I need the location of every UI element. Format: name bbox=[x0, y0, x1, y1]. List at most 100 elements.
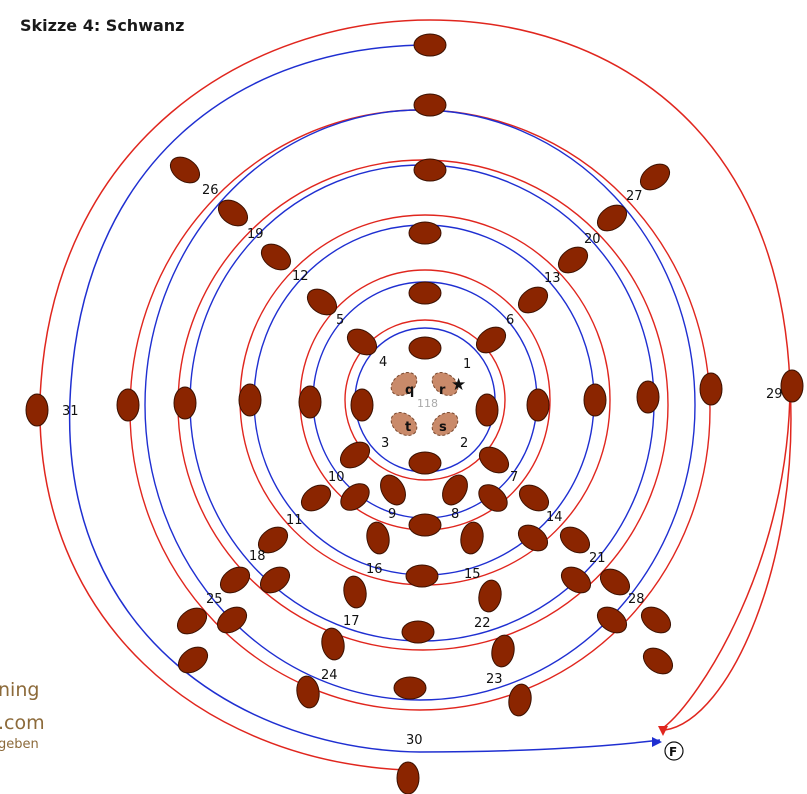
bead bbox=[25, 393, 49, 427]
bead bbox=[517, 524, 549, 552]
bead bbox=[300, 484, 332, 512]
bead-label-16: 16 bbox=[366, 562, 383, 577]
bead bbox=[350, 388, 374, 422]
center-label-q: q bbox=[405, 383, 414, 398]
center-label-t: t bbox=[405, 420, 411, 435]
bead-label-29: 29 bbox=[766, 387, 783, 402]
bead bbox=[478, 579, 502, 613]
bead bbox=[640, 606, 672, 634]
center-bead bbox=[390, 372, 418, 396]
bead bbox=[260, 243, 292, 271]
bead bbox=[238, 383, 262, 417]
diagram-title: Skizze 4: Schwanz bbox=[20, 16, 184, 35]
bead bbox=[636, 380, 660, 414]
bead bbox=[599, 568, 631, 596]
bead bbox=[321, 627, 345, 661]
bead bbox=[380, 474, 406, 506]
bead bbox=[583, 383, 607, 417]
red-thread-ring-1 bbox=[344, 319, 506, 481]
bead-label-24: 24 bbox=[321, 668, 338, 683]
bead-label-26: 26 bbox=[202, 183, 219, 198]
center-bead bbox=[431, 372, 459, 396]
start-star-icon: ★ bbox=[451, 375, 466, 395]
bead bbox=[408, 336, 442, 360]
bead bbox=[401, 620, 435, 644]
bead bbox=[780, 369, 804, 403]
bead bbox=[408, 513, 442, 537]
bead bbox=[216, 606, 248, 634]
bead-label-15: 15 bbox=[464, 567, 481, 582]
bead-label-3: 3 bbox=[381, 436, 389, 451]
bead-label-8: 8 bbox=[451, 507, 459, 522]
bead bbox=[116, 388, 140, 422]
threads bbox=[39, 19, 792, 771]
bead bbox=[393, 676, 427, 700]
bead bbox=[408, 451, 442, 475]
bead bbox=[475, 326, 507, 354]
bead bbox=[366, 521, 390, 555]
bead-label-27: 27 bbox=[626, 189, 643, 204]
bead bbox=[306, 288, 338, 316]
bead-label-28: 28 bbox=[628, 592, 645, 607]
bead-label-9: 9 bbox=[388, 507, 396, 522]
bead-label-14: 14 bbox=[546, 510, 563, 525]
bead bbox=[340, 483, 370, 511]
bead-label-13: 13 bbox=[544, 271, 561, 286]
bead bbox=[639, 163, 671, 191]
center-beads bbox=[390, 372, 459, 436]
bead bbox=[408, 221, 442, 245]
bead bbox=[508, 683, 532, 717]
center-label-s: s bbox=[439, 420, 447, 435]
bead-label-21: 21 bbox=[589, 551, 606, 566]
bead-label-4: 4 bbox=[379, 355, 387, 370]
bead bbox=[642, 647, 674, 675]
bead bbox=[559, 526, 591, 554]
bead-label-6: 6 bbox=[506, 313, 514, 328]
bead bbox=[413, 158, 447, 182]
bead bbox=[169, 156, 201, 184]
bead-label-11: 11 bbox=[286, 513, 303, 528]
bead-label-7: 7 bbox=[510, 470, 518, 485]
bead bbox=[518, 484, 550, 512]
bead bbox=[346, 328, 378, 356]
finish-label: F bbox=[669, 745, 677, 759]
bead bbox=[517, 286, 549, 314]
bead bbox=[413, 33, 447, 57]
bead bbox=[478, 446, 510, 474]
bead bbox=[343, 575, 367, 609]
bead bbox=[408, 281, 442, 305]
bead bbox=[296, 675, 320, 709]
bead-label-30: 30 bbox=[406, 733, 423, 748]
bead bbox=[405, 564, 439, 588]
bead bbox=[396, 761, 420, 794]
bead-label-19: 19 bbox=[247, 227, 264, 242]
bead bbox=[257, 526, 289, 554]
bead bbox=[259, 566, 291, 594]
bead-label-2: 2 bbox=[460, 436, 468, 451]
bead-label-25: 25 bbox=[206, 592, 223, 607]
bead bbox=[298, 385, 322, 419]
bead-label-17: 17 bbox=[343, 614, 360, 629]
bead-label-18: 18 bbox=[249, 549, 266, 564]
bead bbox=[596, 606, 628, 634]
bead bbox=[699, 372, 723, 406]
red-thread-end bbox=[662, 384, 791, 729]
bead bbox=[557, 246, 589, 274]
bead-label-12: 12 bbox=[292, 269, 309, 284]
blue-arrowhead bbox=[652, 737, 662, 747]
bead bbox=[413, 93, 447, 117]
bead bbox=[442, 474, 468, 506]
watermark-line-3: geben bbox=[0, 737, 39, 752]
bead-label-31: 31 bbox=[62, 404, 79, 419]
watermark-line-1: ning bbox=[0, 679, 39, 701]
center-number: 118 bbox=[417, 397, 438, 410]
bead-label-22: 22 bbox=[474, 616, 491, 631]
center-label-r: r bbox=[439, 383, 446, 398]
watermark-line-2: .com bbox=[0, 712, 45, 734]
red-thread-ring-outer-left bbox=[39, 19, 431, 771]
bead bbox=[526, 388, 550, 422]
bead bbox=[475, 393, 499, 427]
bead bbox=[596, 204, 628, 232]
bead-label-1: 1 bbox=[463, 357, 471, 372]
